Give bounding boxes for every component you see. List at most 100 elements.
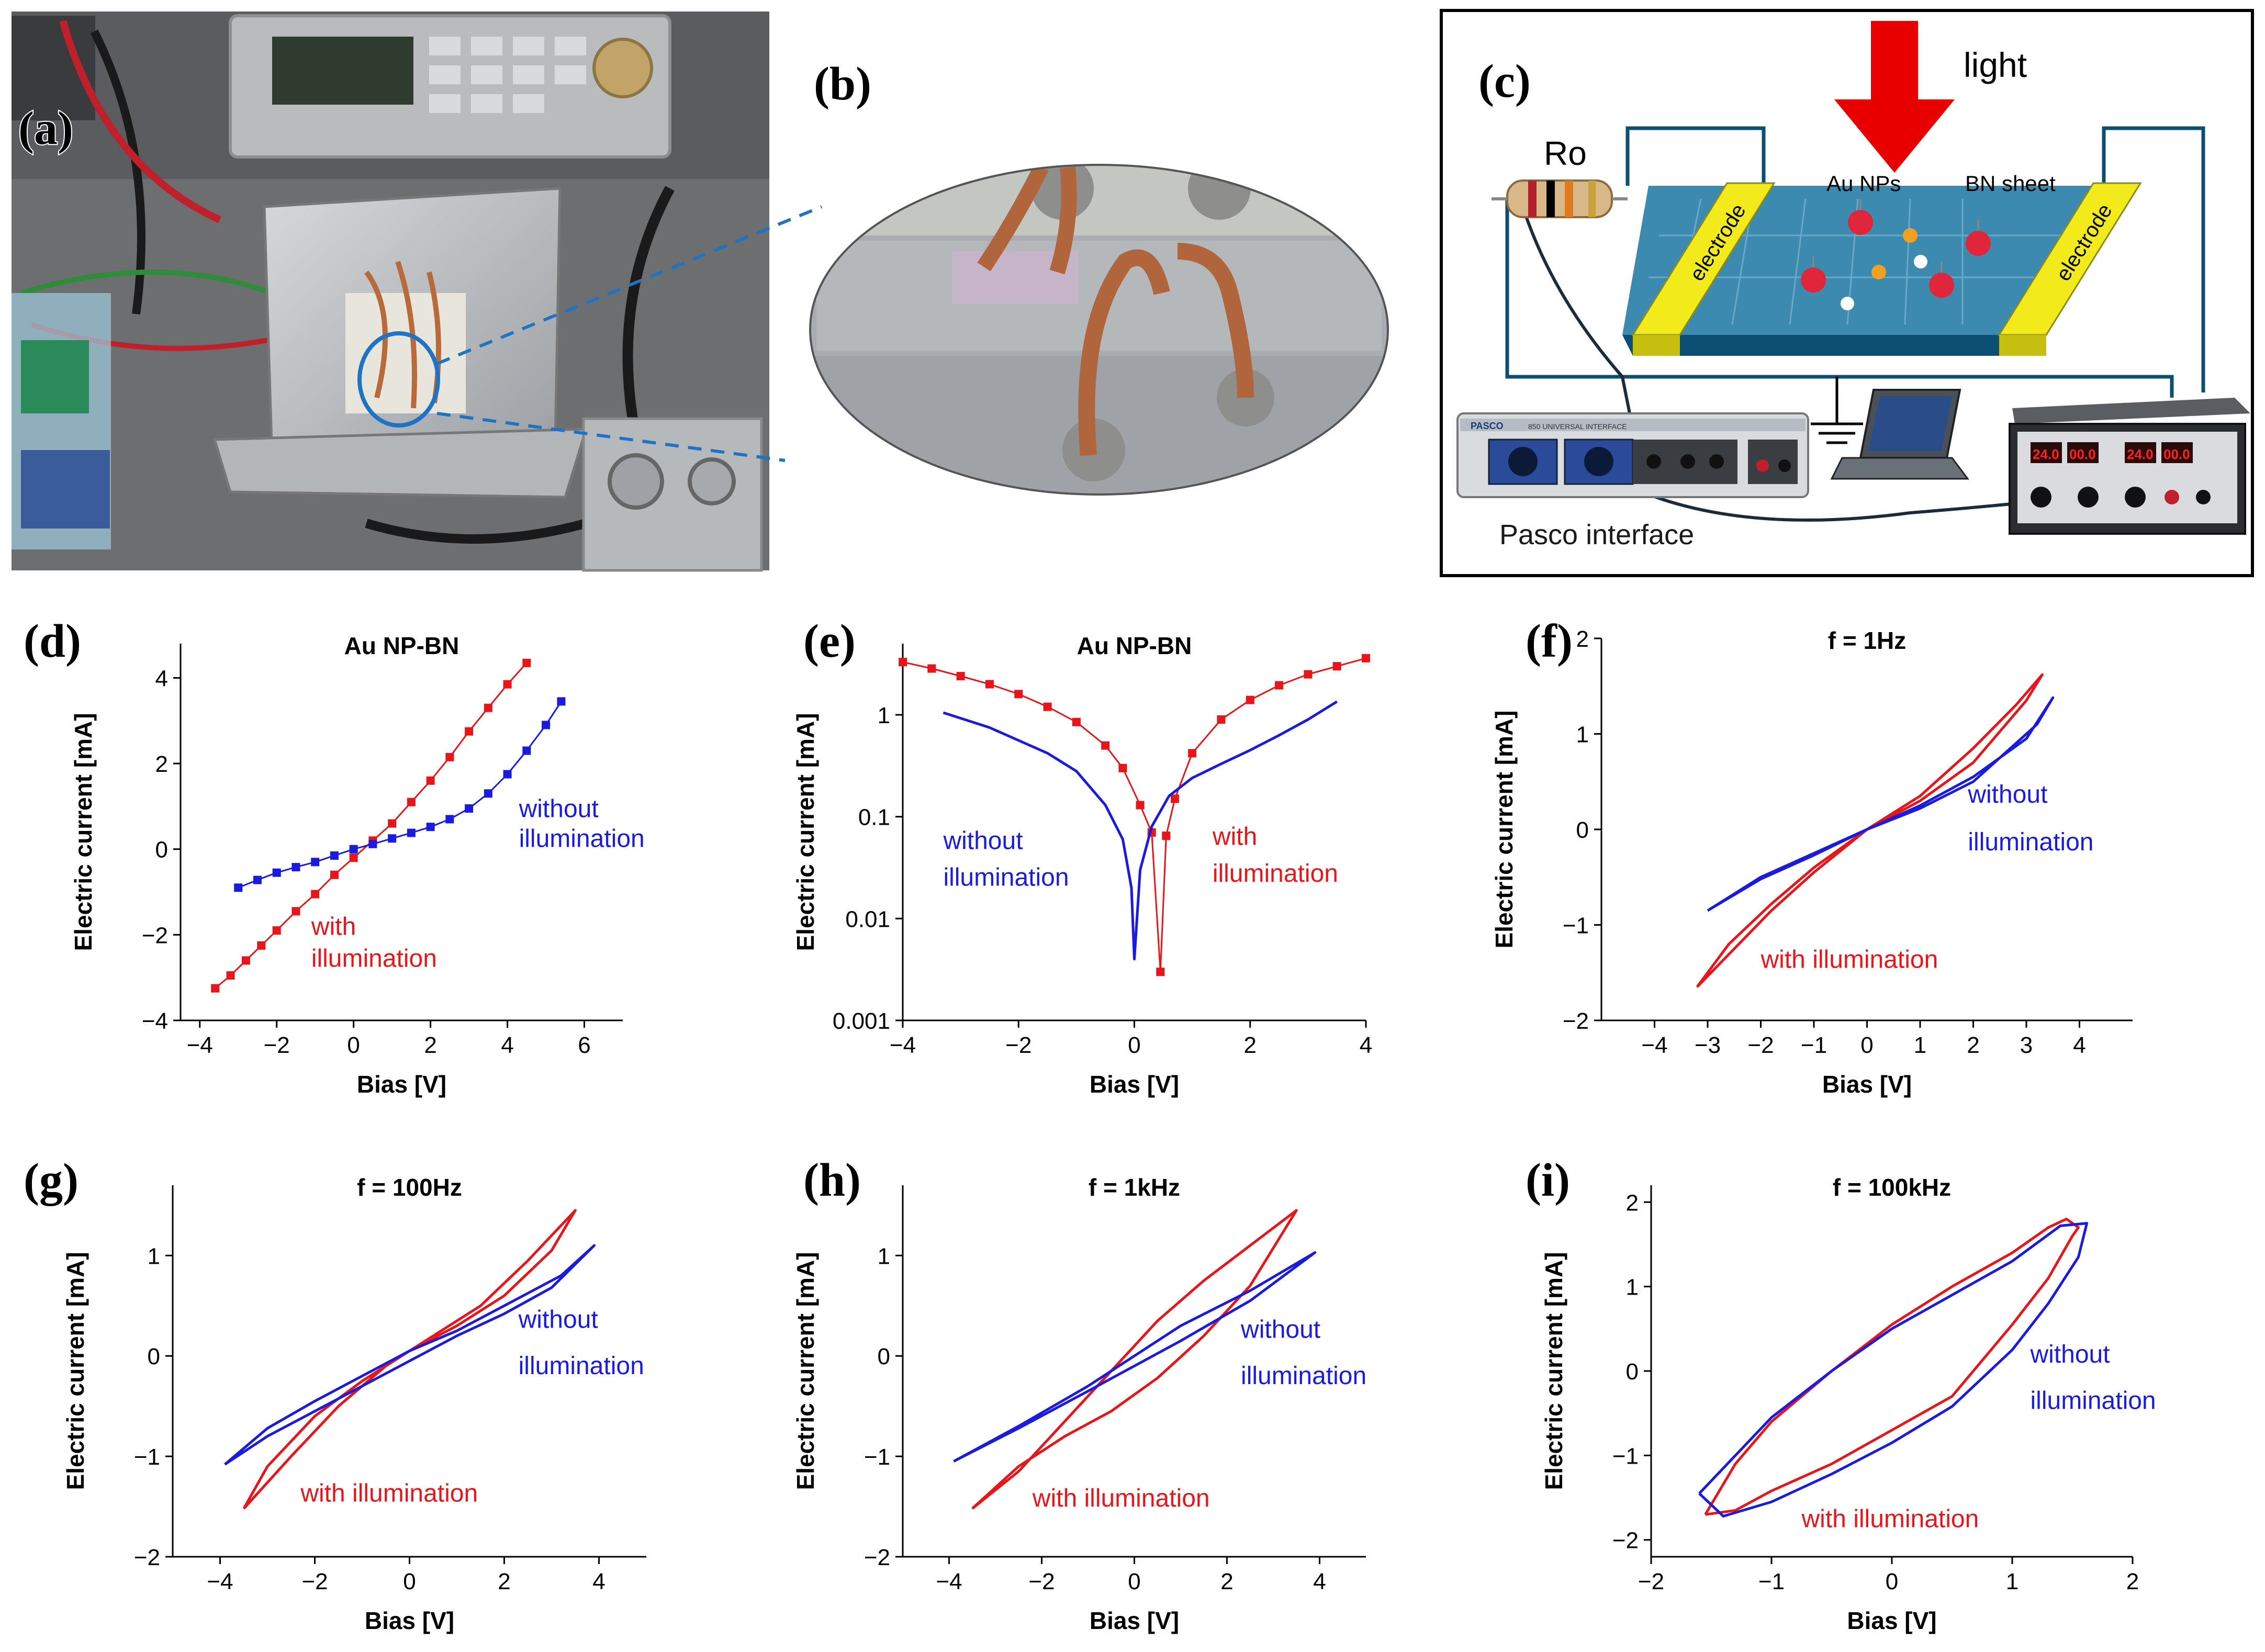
chart-f: −4 −3 −2 −1 0 1 2 3 4 −2 −1 0 1 2 f = 1Hz Bias [V] Elect… [1490,626,2133,1098]
data-point [1014,690,1023,699]
data-point [311,890,320,898]
x-tick-label: −4 [890,1032,916,1058]
chart-title: Au NP-BN [344,632,459,659]
bn-sheet-label: BN sheet [1965,171,2056,196]
series-annotation: with illumination [1032,1485,1210,1512]
x-tick-label: 4 [501,1032,513,1058]
pasco-interface: PASCO 850 UNIVERSAL INTERFACE [1456,412,1809,498]
data-point [234,883,243,892]
x-tick-label: 1 [2006,1569,2019,1594]
charts: −4 −2 0 2 4 6 −4 −2 0 2 4 Au NP-BN Bias [V] Electric … [62,626,2156,1634]
data-point [522,658,531,667]
data-point [349,845,358,853]
panel-label-e: (e) [803,615,856,667]
au-nanoparticles [1801,199,1991,310]
y-tick-label: −2 [1612,1528,1639,1554]
x-tick-label: 4 [1313,1569,1326,1594]
data-point [1275,681,1284,690]
y-tick-label: −1 [864,1444,890,1470]
y-tick-label: 0.001 [833,1008,890,1034]
data-point [503,770,512,779]
pasco-model: 850 UNIVERSAL INTERFACE [1528,422,1627,431]
x-tick-label: 0 [1886,1569,1898,1594]
chart-e: −4 −2 0 2 4 0.001 0.01 0.1 1 Au NP-BN Bias [V] Elec… [792,632,1372,1098]
y-axis-label: Electric current [mA] [792,1252,819,1490]
data-point [465,804,474,813]
series-line-with-illumination [1704,1218,2080,1516]
chart-g: −4 −2 0 2 4 −2 −1 0 1 f = 100Hz Bias [V] Electric c… [62,1174,646,1634]
data-point [368,839,377,848]
chart-title: Au NP-BN [1077,632,1192,659]
data-point [349,853,358,862]
schematic: (c) light Ro elec [1440,9,2254,577]
data-point [1136,801,1145,810]
data-point [927,664,936,673]
x-tick-label: 4 [1360,1032,1372,1058]
light-arrow [1834,21,1955,173]
y-tick-label: −2 [1563,1008,1589,1034]
series-annotation: with illumination [1761,946,1938,974]
data-point [899,658,907,667]
data-point [1217,715,1226,724]
y-tick-label: −4 [142,1008,168,1034]
x-tick-label: −4 [936,1569,962,1594]
x-axis-label: Bias [V] [1090,1071,1179,1098]
data-point [1362,654,1370,662]
series-annotation: illumination [1968,828,2093,856]
data-point [1188,749,1197,758]
series-line-without-illumination [1707,696,2055,912]
data-point [484,703,492,712]
series-annotation: illumination [1213,860,1338,887]
data-point [272,868,281,877]
series-annotation: with [311,913,356,940]
x-tick-label: −4 [187,1032,213,1058]
y-axis-label: Electric current [mA] [1490,710,1518,948]
x-tick-label: −2 [1747,1032,1774,1058]
chart-title: f = 100kHz [1833,1174,1951,1201]
y-tick-label: 1 [878,1243,890,1269]
data-point [1118,763,1127,772]
data-point [407,797,416,806]
data-point [1101,741,1110,750]
chart-title: f = 1kHz [1089,1174,1180,1201]
x-tick-label: −2 [301,1569,328,1594]
x-tick-label: 2 [1220,1569,1233,1594]
panel-label-b: (b) [814,58,871,110]
panel-label-h: (h) [803,1154,861,1206]
data-point [241,956,250,965]
data-point [291,907,300,916]
chart-title: f = 100Hz [357,1174,462,1201]
series-annotation: with [1212,823,1257,850]
data-point [1156,968,1165,976]
y-tick-label: −2 [142,923,168,948]
x-tick-label: −2 [1005,1032,1031,1058]
x-tick-label: 0 [1860,1032,1873,1058]
data-point [311,858,320,867]
y-axis-label: Electric current [mA] [1540,1252,1567,1490]
series-annotation: without [519,795,599,823]
series-annotation: illumination [1241,1362,1366,1390]
data-point [985,680,994,689]
data-point [226,971,235,980]
psu-display-4: 00.0 [2163,446,2190,462]
chart-d: −4 −2 0 2 4 6 −4 −2 0 2 4 Au NP-BN Bias [V] Electric … [70,632,645,1098]
au-nps-label: Au NPs [1826,171,1901,196]
x-tick-label: 2 [424,1032,436,1058]
series-line-without-illumination [1698,1222,2089,1518]
x-tick-label: −2 [1028,1569,1055,1594]
x-tick-label: 0 [347,1032,360,1058]
series-annotation: without [1967,781,2047,808]
y-tick-label: 0 [878,1344,890,1369]
data-point [503,680,512,689]
x-tick-label: 0 [1128,1032,1140,1058]
panel-label-a: (a) [18,103,73,154]
chart-h: −4 −2 0 2 4 −2 −1 0 1 f = 1kHz Bias [V] Electric cu… [792,1174,1366,1634]
data-point [484,789,492,798]
pasco-brand: PASCO [1471,421,1504,431]
y-tick-label: 0 [1576,817,1589,843]
x-tick-label: 2 [1244,1032,1257,1058]
x-tick-label: 2 [498,1569,510,1594]
series-annotation: without [943,827,1023,855]
x-tick-label: 4 [592,1569,605,1594]
x-tick-label: 0 [1128,1569,1140,1594]
